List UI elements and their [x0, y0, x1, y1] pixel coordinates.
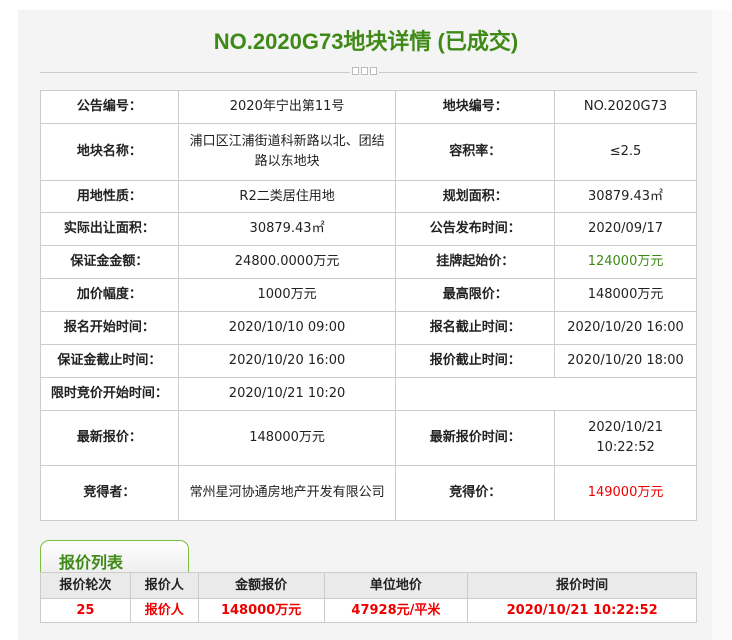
bid-cell: 148000万元: [197, 598, 325, 623]
detail-label: 竞得价：: [395, 465, 556, 521]
detail-value: 148000万元: [177, 410, 397, 466]
detail-label: 地块名称：: [40, 123, 179, 181]
detail-value: 2020/10/10 09:00: [177, 311, 397, 345]
detail-label: 竞得者：: [40, 465, 179, 521]
detail-value: 148000万元: [554, 278, 697, 312]
empty-cell: [395, 377, 697, 411]
detail-value: R2二类居住用地: [177, 180, 397, 213]
detail-label: 规划面积：: [395, 180, 556, 213]
detail-value: 浦口区江浦街道科新路以北、团结路以东地块: [177, 123, 397, 181]
column-header: 报价轮次: [40, 572, 131, 599]
detail-label: 限时竞价开始时间：: [40, 377, 179, 411]
table-row: 25 报价人 148000万元 47928元/平米 2020/10/21 10:22:5…: [40, 598, 697, 623]
detail-value: 24800.0000万元: [177, 245, 397, 279]
detail-label: 挂牌起始价：: [395, 245, 556, 279]
detail-value: 2020/10/21 10:22:52: [554, 410, 697, 466]
detail-row: 限时竞价开始时间： 2020/10/21 10:20: [40, 377, 697, 411]
detail-row: 加价幅度： 1000万元 最高限价： 148000万元: [40, 278, 697, 312]
detail-value: 1000万元: [177, 278, 397, 312]
detail-label: 地块编号：: [395, 90, 556, 124]
detail-value: 2020/10/20 16:00: [177, 344, 397, 378]
bid-cell: 2020/10/21 10:22:52: [467, 598, 697, 623]
detail-label: 公告发布时间：: [395, 212, 556, 246]
divider-ornament: [350, 67, 379, 75]
column-header: 报价人: [129, 572, 199, 599]
detail-value: 30879.43㎡: [554, 180, 697, 213]
detail-value: 2020/10/20 18:00: [554, 344, 697, 378]
detail-row: 用地性质： R2二类居住用地 规划面积： 30879.43㎡: [40, 180, 697, 213]
detail-value: 2020/09/17: [554, 212, 697, 246]
bid-cell: 报价人: [129, 598, 199, 623]
detail-label: 容积率：: [395, 123, 556, 181]
detail-label: 最新报价时间：: [395, 410, 556, 466]
detail-table: 公告编号： 2020年宁出第11号 地块编号： NO.2020G73 地块名称： 浦口区江…: [40, 90, 697, 521]
detail-value: NO.2020G73: [554, 90, 697, 124]
detail-row: 保证金金额： 24800.0000万元 挂牌起始价： 124000万元: [40, 245, 697, 279]
detail-value: ≤2.5: [554, 123, 697, 181]
detail-row: 实际出让面积： 30879.43㎡ 公告发布时间： 2020/09/17: [40, 212, 697, 246]
detail-label: 实际出让面积：: [40, 212, 179, 246]
detail-label: 报价截止时间：: [395, 344, 556, 378]
column-header: 报价时间: [467, 572, 697, 599]
detail-label: 报名开始时间：: [40, 311, 179, 345]
detail-label: 加价幅度：: [40, 278, 179, 312]
detail-row: 最新报价： 148000万元 最新报价时间： 2020/10/21 10:22:52: [40, 410, 697, 466]
detail-label: 保证金截止时间：: [40, 344, 179, 378]
scrollbar-track[interactable]: [712, 10, 732, 640]
detail-value: 2020/10/20 16:00: [554, 311, 697, 345]
detail-row: 竞得者： 常州星河协通房地产开发有限公司 竞得价： 149000万元: [40, 465, 697, 521]
bid-cell: 25: [40, 598, 131, 623]
detail-value: 30879.43㎡: [177, 212, 397, 246]
detail-row: 地块名称： 浦口区江浦街道科新路以北、团结路以东地块 容积率： ≤2.5: [40, 123, 697, 181]
detail-value: 2020/10/21 10:20: [177, 377, 397, 411]
detail-label: 最新报价：: [40, 410, 179, 466]
detail-label: 保证金金额：: [40, 245, 179, 279]
detail-label: 用地性质：: [40, 180, 179, 213]
bid-table: 报价轮次 报价人 金额报价 单位地价 报价时间 25 报价人 148000万元 47928元/…: [40, 572, 697, 623]
detail-row: 公告编号： 2020年宁出第11号 地块编号： NO.2020G73: [40, 90, 697, 124]
detail-row: 报名开始时间： 2020/10/10 09:00 报名截止时间： 2020/10/20…: [40, 311, 697, 345]
page-title: NO.2020G73地块详情 (已成交): [213, 29, 519, 54]
column-header: 单位地价: [323, 572, 469, 599]
detail-value: 149000万元: [554, 465, 697, 521]
bid-cell: 47928元/平米: [323, 598, 469, 623]
tab-bid-list[interactable]: 报价列表: [40, 540, 189, 573]
detail-row: 保证金截止时间： 2020/10/20 16:00 报价截止时间： 2020/10/2…: [40, 344, 697, 378]
detail-value: 常州星河协通房地产开发有限公司: [177, 465, 397, 521]
detail-label: 最高限价：: [395, 278, 556, 312]
detail-label: 报名截止时间：: [395, 311, 556, 345]
detail-label: 公告编号：: [40, 90, 179, 124]
detail-value: 2020年宁出第11号: [177, 90, 397, 124]
column-header: 金额报价: [197, 572, 325, 599]
detail-value: 124000万元: [554, 245, 697, 279]
